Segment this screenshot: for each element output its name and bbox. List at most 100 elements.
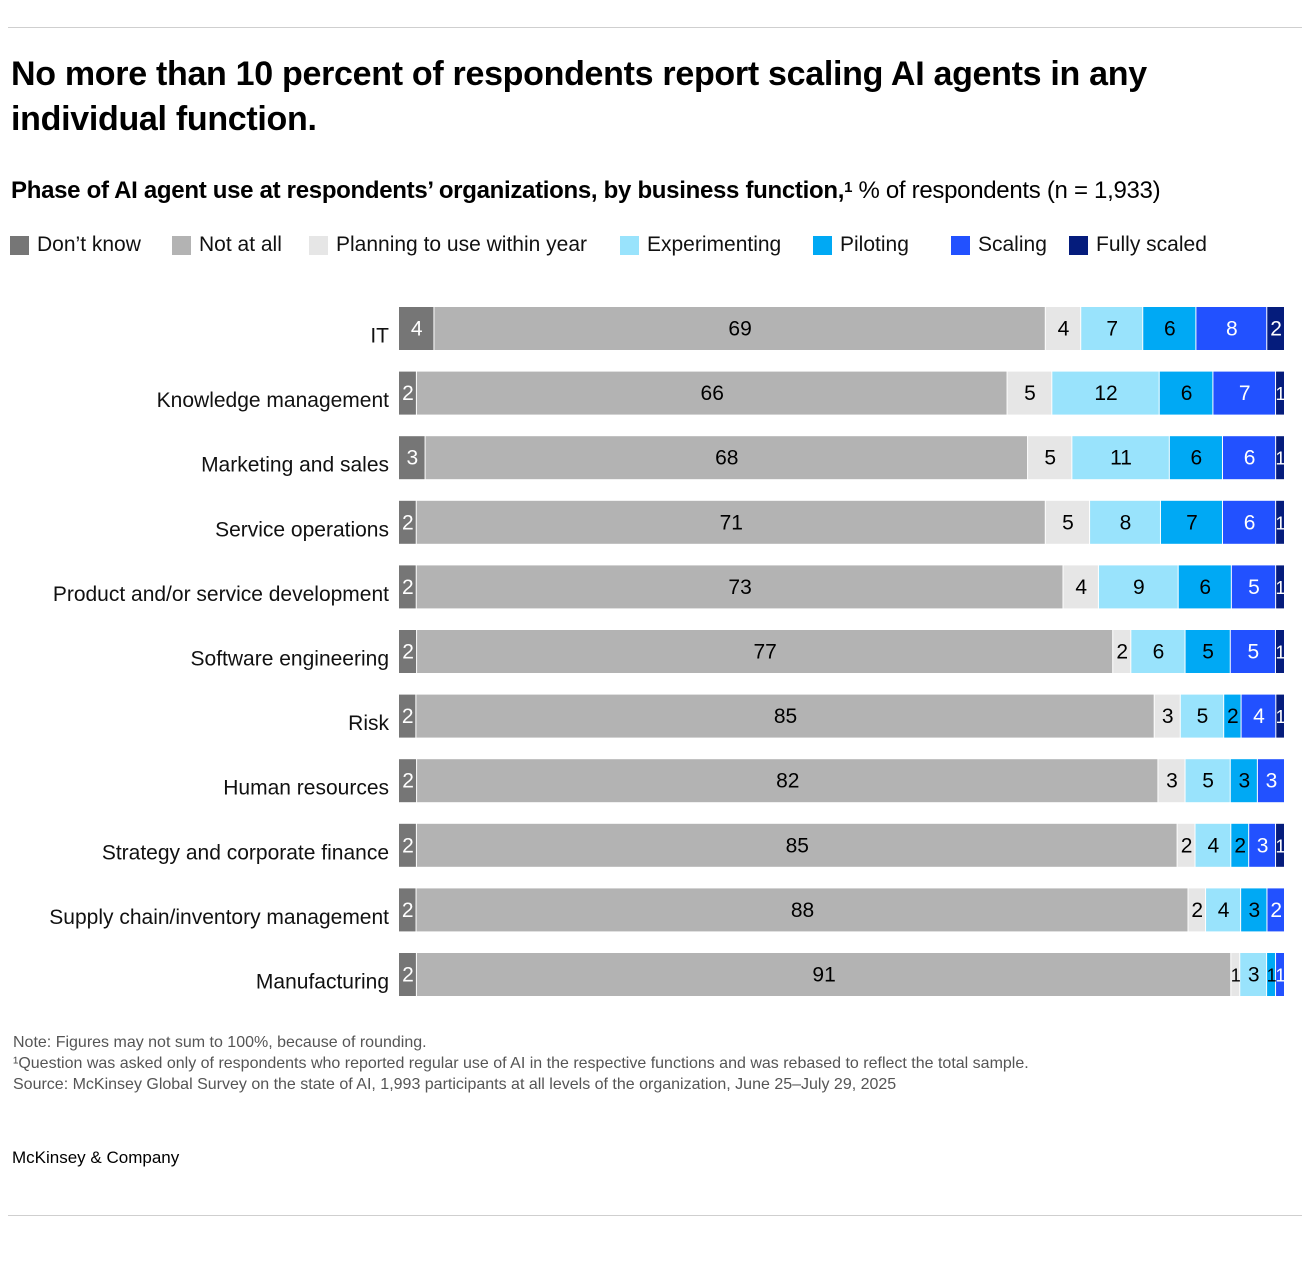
legend-swatch-experimenting — [620, 235, 639, 255]
legend-item-fully-scaled: Fully scaled — [1069, 230, 1207, 260]
data-label-it-planning-to-use-within-year: 4 — [1058, 318, 1070, 341]
bar-software-engineering-experimenting — [1131, 630, 1185, 673]
data-label-supply-chain-inventory-management-piloting: 3 — [1248, 899, 1260, 922]
data-label-knowledge-management-scaling: 7 — [1239, 382, 1251, 405]
bar-supply-chain-inventory-management-piloting — [1241, 888, 1267, 932]
bar-strategy-and-corporate-finance-scaling — [1249, 823, 1276, 867]
category-label-strategy-and-corporate-finance: Strategy and corporate finance — [102, 841, 389, 864]
data-label-software-engineering-fully-scaled: 1 — [1275, 643, 1285, 663]
bar-supply-chain-inventory-management-not-at-all — [416, 888, 1188, 932]
data-label-marketing-and-sales-planning-to-use-within-year: 5 — [1044, 447, 1056, 470]
data-label-product-and-or-service-development-experimenting: 9 — [1133, 576, 1145, 599]
data-label-product-and-or-service-development-fully-scaled: 1 — [1276, 578, 1286, 598]
data-label-human-resources-piloting: 3 — [1238, 770, 1250, 793]
data-label-it-piloting: 6 — [1164, 318, 1176, 341]
category-label-knowledge-management: Knowledge management — [157, 389, 389, 412]
data-label-risk-don-t-know: 2 — [402, 705, 414, 728]
bar-it-piloting — [1143, 307, 1196, 350]
footnote-1: ¹Question was asked only of respondents … — [13, 1055, 1029, 1072]
data-label-supply-chain-inventory-management-not-at-all: 88 — [791, 899, 814, 922]
chart-legend: Don’t know Not at all Planning to use wi… — [0, 230, 1306, 260]
data-label-software-engineering-don-t-know: 2 — [402, 641, 414, 664]
data-label-it-not-at-all: 69 — [728, 318, 751, 341]
bar-human-resources-planning-to-use-within-year — [1158, 759, 1185, 803]
bar-product-and-or-service-development-fully-scaled — [1276, 565, 1284, 609]
bar-software-engineering-piloting — [1185, 630, 1230, 673]
data-label-marketing-and-sales-piloting: 6 — [1191, 447, 1203, 470]
data-label-software-engineering-scaling: 5 — [1248, 641, 1260, 664]
data-label-product-and-or-service-development-scaling: 5 — [1248, 576, 1260, 599]
data-label-manufacturing-not-at-all: 91 — [812, 964, 835, 987]
bar-software-engineering-not-at-all — [417, 630, 1113, 673]
bar-marketing-and-sales-piloting — [1169, 436, 1222, 480]
bar-manufacturing-scaling — [1276, 953, 1284, 996]
category-label-risk: Risk — [348, 712, 389, 735]
data-label-software-engineering-experimenting: 6 — [1153, 641, 1165, 664]
bar-risk-planning-to-use-within-year — [1154, 694, 1180, 738]
legend-label-piloting: Piloting — [840, 233, 909, 256]
bar-knowledge-management-experimenting — [1052, 371, 1159, 415]
bar-marketing-and-sales-fully-scaled — [1276, 436, 1284, 480]
bar-marketing-and-sales-don-t-know — [399, 436, 425, 480]
data-label-risk-scaling: 4 — [1253, 705, 1265, 728]
legend-item-not-at-all: Not at all — [172, 230, 282, 260]
bar-strategy-and-corporate-finance-piloting — [1231, 823, 1249, 867]
bar-manufacturing-piloting — [1267, 953, 1276, 996]
legend-swatch-dont-know — [10, 235, 29, 255]
bar-marketing-and-sales-experimenting — [1072, 436, 1169, 480]
bar-risk-scaling — [1241, 694, 1276, 738]
data-label-supply-chain-inventory-management-planning-to-use-within-year: 2 — [1191, 899, 1203, 922]
legend-label-experimenting: Experimenting — [647, 233, 782, 256]
bar-it-experimenting — [1081, 307, 1143, 350]
data-label-service-operations-piloting: 7 — [1186, 511, 1198, 534]
data-label-manufacturing-experimenting: 3 — [1248, 964, 1260, 987]
legend-swatch-fully-scaled — [1069, 235, 1088, 255]
bar-supply-chain-inventory-management-scaling — [1267, 888, 1284, 932]
bar-human-resources-scaling — [1257, 759, 1284, 803]
data-label-human-resources-planning-to-use-within-year: 3 — [1166, 770, 1178, 793]
legend-label-not-at-all: Not at all — [199, 233, 282, 256]
bar-service-operations-planning-to-use-within-year — [1045, 500, 1090, 544]
data-label-knowledge-management-not-at-all: 66 — [701, 382, 724, 405]
data-label-human-resources-not-at-all: 82 — [776, 770, 799, 793]
bar-knowledge-management-scaling — [1213, 371, 1276, 415]
bar-it-scaling — [1196, 307, 1267, 350]
legend-label-dont-know: Don’t know — [37, 233, 141, 256]
data-label-it-experimenting: 7 — [1106, 318, 1118, 341]
bar-software-engineering-planning-to-use-within-year — [1113, 630, 1131, 673]
data-label-service-operations-not-at-all: 71 — [720, 511, 743, 534]
data-label-service-operations-don-t-know: 2 — [402, 511, 414, 534]
note-rounding: Note: Figures may not sum to 100%, becau… — [13, 1034, 427, 1051]
subtitle-main: Phase of AI agent use at respondents’ or… — [11, 177, 845, 204]
legend-swatch-planning — [309, 235, 328, 255]
bar-marketing-and-sales-not-at-all — [425, 436, 1028, 480]
data-label-strategy-and-corporate-finance-scaling: 3 — [1257, 834, 1269, 857]
data-label-marketing-and-sales-scaling: 6 — [1244, 447, 1256, 470]
data-label-strategy-and-corporate-finance-don-t-know: 2 — [402, 834, 414, 857]
data-label-knowledge-management-piloting: 6 — [1181, 382, 1193, 405]
data-label-software-engineering-piloting: 5 — [1202, 641, 1214, 664]
bar-knowledge-management-piloting — [1159, 371, 1213, 415]
bar-product-and-or-service-development-experimenting — [1098, 565, 1178, 609]
data-label-product-and-or-service-development-piloting: 6 — [1199, 576, 1211, 599]
data-label-supply-chain-inventory-management-scaling: 2 — [1270, 899, 1282, 922]
data-label-strategy-and-corporate-finance-planning-to-use-within-year: 2 — [1181, 834, 1193, 857]
bar-service-operations-experimenting — [1090, 500, 1160, 544]
bar-software-engineering-fully-scaled — [1275, 630, 1284, 673]
bar-human-resources-not-at-all — [417, 759, 1158, 803]
bar-knowledge-management-not-at-all — [416, 371, 1007, 415]
legend-item-piloting: Piloting — [813, 230, 909, 260]
data-label-product-and-or-service-development-planning-to-use-within-year: 4 — [1075, 576, 1087, 599]
bar-knowledge-management-planning-to-use-within-year — [1007, 371, 1052, 415]
legend-item-planning: Planning to use within year — [309, 230, 587, 260]
bar-strategy-and-corporate-finance-planning-to-use-within-year — [1177, 823, 1195, 867]
bar-service-operations-not-at-all — [416, 500, 1045, 544]
legend-swatch-scaling — [951, 235, 970, 255]
legend-swatch-piloting — [813, 235, 832, 255]
data-label-manufacturing-scaling: 1 — [1276, 966, 1286, 986]
category-label-supply-chain-inventory-management: Supply chain/inventory management — [49, 906, 389, 929]
legend-item-dont-know: Don’t know — [10, 230, 141, 260]
data-label-service-operations-planning-to-use-within-year: 5 — [1062, 511, 1074, 534]
bar-knowledge-management-don-t-know — [399, 371, 416, 415]
data-label-risk-fully-scaled: 1 — [1276, 707, 1286, 727]
